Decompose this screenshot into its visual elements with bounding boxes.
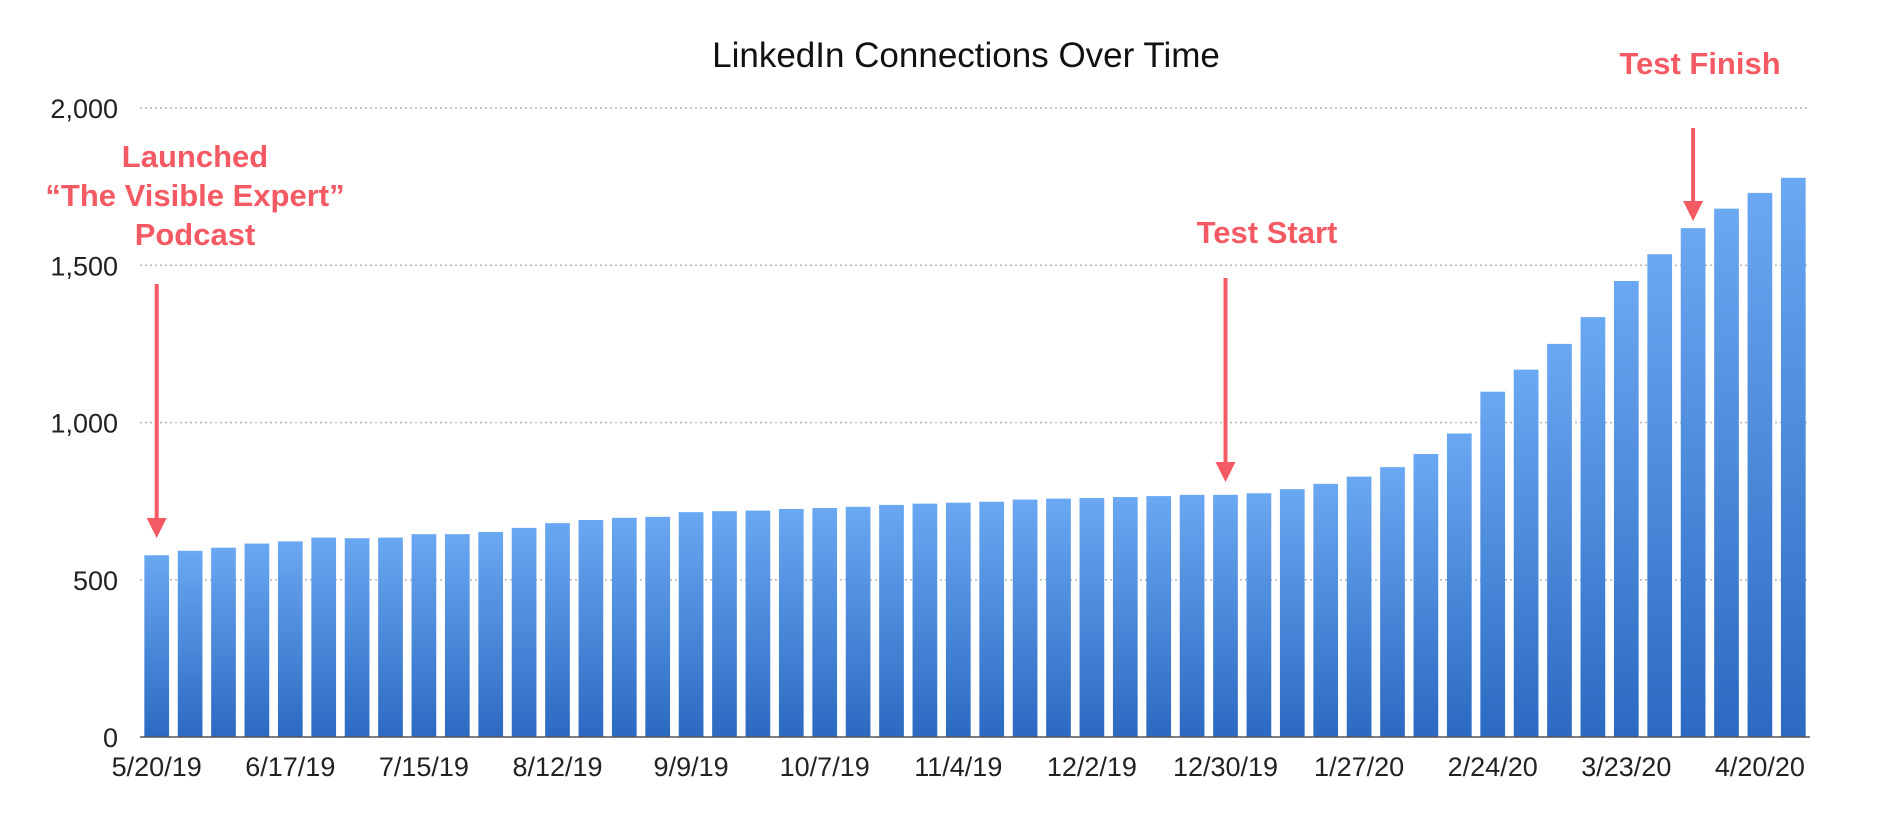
x-tick-label: 6/17/19: [245, 752, 335, 782]
bar: [979, 501, 1005, 737]
bar: [678, 512, 704, 737]
bar: [545, 523, 570, 737]
bar: [1046, 498, 1071, 737]
bar: [344, 538, 370, 737]
y-tick-label: 1,500: [50, 251, 118, 281]
x-tick-label: 10/7/19: [780, 752, 870, 782]
bar: [879, 504, 904, 737]
bar: [1346, 476, 1372, 737]
x-tick-label: 5/20/19: [112, 752, 202, 782]
bar: [444, 534, 470, 737]
bar: [745, 510, 771, 737]
annotation-text: Test Finish: [1619, 46, 1780, 81]
annotation-arrow-head: [146, 518, 167, 538]
bar: [1246, 493, 1272, 737]
annotation-text: Podcast: [135, 217, 256, 252]
x-tick-label: 9/9/19: [654, 752, 729, 782]
bar: [1380, 467, 1405, 737]
annotation-arrow-head: [1215, 462, 1236, 482]
bar: [645, 516, 671, 737]
x-tick-label: 8/12/19: [512, 752, 602, 782]
bar: [478, 531, 504, 737]
axes: 0 500 1,000 1,500 2,000 5/20/19 6/17/19 7/15/19…: [50, 94, 1810, 782]
x-tick-label: 11/4/19: [914, 752, 1002, 782]
x-tick-label: 2/24/20: [1448, 752, 1538, 782]
bar: [1446, 433, 1472, 737]
bar: [945, 502, 971, 737]
bar: [1580, 317, 1606, 737]
bar: [277, 541, 303, 737]
bar: [1112, 497, 1138, 737]
annotation-arrow-head: [1683, 201, 1704, 221]
annotations: Launched “The Visible Expert” Podcast Test …: [45, 46, 1781, 538]
bar: [1213, 494, 1238, 737]
annotation-text: Test Start: [1197, 215, 1338, 250]
bar: [1613, 280, 1639, 737]
annotation-text: “The Visible Expert”: [45, 178, 344, 213]
bar: [1279, 489, 1305, 737]
bar: [1079, 497, 1105, 737]
annotation-test-finish: Test Finish: [1619, 46, 1781, 221]
x-tick-label: 12/2/19: [1047, 752, 1137, 782]
bar: [1680, 228, 1706, 738]
bar: [578, 519, 604, 737]
bar: [311, 537, 337, 737]
bar: [244, 543, 270, 737]
bar: [511, 527, 537, 737]
bar: [1547, 343, 1572, 737]
bar: [778, 508, 804, 737]
bar: [211, 547, 236, 737]
bar: [1647, 254, 1673, 737]
bar: [177, 550, 203, 737]
bar: [845, 506, 871, 737]
bar: [812, 508, 838, 737]
bars: [144, 177, 1806, 738]
annotation-test-start: Test Start: [1197, 215, 1338, 482]
y-tick-label: 1,000: [50, 409, 118, 439]
annotation-text: Launched: [122, 139, 268, 174]
bar: [1714, 208, 1739, 737]
x-tick-label: 3/23/20: [1581, 752, 1671, 782]
x-tick-label: 7/15/19: [379, 752, 469, 782]
bar: [1413, 453, 1439, 737]
x-tick-label: 1/27/20: [1314, 752, 1404, 782]
bar: [1513, 369, 1539, 737]
bar: [1313, 483, 1339, 737]
bar: [1780, 177, 1806, 738]
bar: [1012, 499, 1038, 737]
x-tick-label: 4/20/20: [1715, 752, 1805, 782]
bar: [1747, 192, 1773, 738]
bar: [1179, 494, 1205, 737]
bar: [611, 517, 637, 737]
bar: [1146, 496, 1172, 737]
x-tick-label: 12/30/19: [1173, 752, 1278, 782]
bar: [378, 537, 403, 737]
chart-title: LinkedIn Connections Over Time: [712, 36, 1220, 75]
bar: [912, 503, 938, 737]
y-tick-label: 0: [103, 723, 118, 753]
y-tick-label: 2,000: [50, 94, 118, 124]
annotation-launched: Launched “The Visible Expert” Podcast: [45, 139, 345, 538]
bar: [1480, 391, 1506, 737]
bar: [411, 534, 437, 737]
bar: [144, 555, 170, 737]
y-tick-label: 500: [73, 566, 118, 596]
bar: [712, 511, 737, 737]
